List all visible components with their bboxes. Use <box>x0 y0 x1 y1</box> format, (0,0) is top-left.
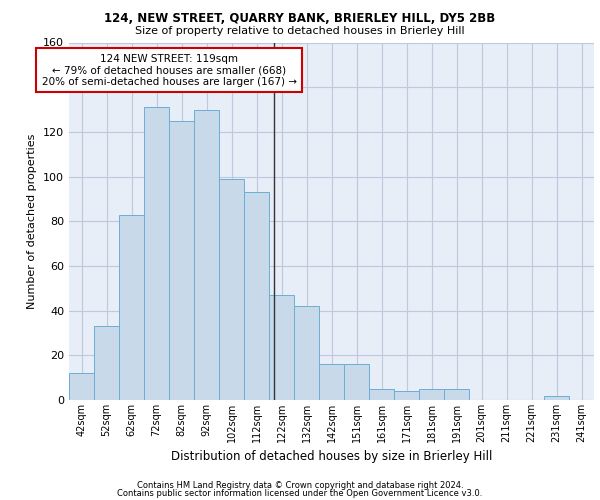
Bar <box>269 295 294 400</box>
Bar <box>294 306 319 400</box>
Bar <box>119 214 144 400</box>
Text: Contains HM Land Registry data © Crown copyright and database right 2024.: Contains HM Land Registry data © Crown c… <box>137 481 463 490</box>
Bar <box>144 108 169 400</box>
Text: Size of property relative to detached houses in Brierley Hill: Size of property relative to detached ho… <box>135 26 465 36</box>
Bar <box>544 396 569 400</box>
Bar <box>94 326 119 400</box>
Bar <box>369 389 394 400</box>
X-axis label: Distribution of detached houses by size in Brierley Hill: Distribution of detached houses by size … <box>171 450 492 464</box>
Text: Contains public sector information licensed under the Open Government Licence v3: Contains public sector information licen… <box>118 489 482 498</box>
Bar <box>394 391 419 400</box>
Bar <box>244 192 269 400</box>
Text: 124, NEW STREET, QUARRY BANK, BRIERLEY HILL, DY5 2BB: 124, NEW STREET, QUARRY BANK, BRIERLEY H… <box>104 12 496 26</box>
Bar <box>319 364 344 400</box>
Bar <box>69 373 94 400</box>
Y-axis label: Number of detached properties: Number of detached properties <box>28 134 37 309</box>
Bar <box>344 364 369 400</box>
Bar <box>194 110 219 400</box>
Text: 124 NEW STREET: 119sqm
← 79% of detached houses are smaller (668)
20% of semi-de: 124 NEW STREET: 119sqm ← 79% of detached… <box>41 54 296 87</box>
Bar <box>219 179 244 400</box>
Bar <box>419 389 444 400</box>
Bar <box>169 120 194 400</box>
Bar <box>444 389 469 400</box>
